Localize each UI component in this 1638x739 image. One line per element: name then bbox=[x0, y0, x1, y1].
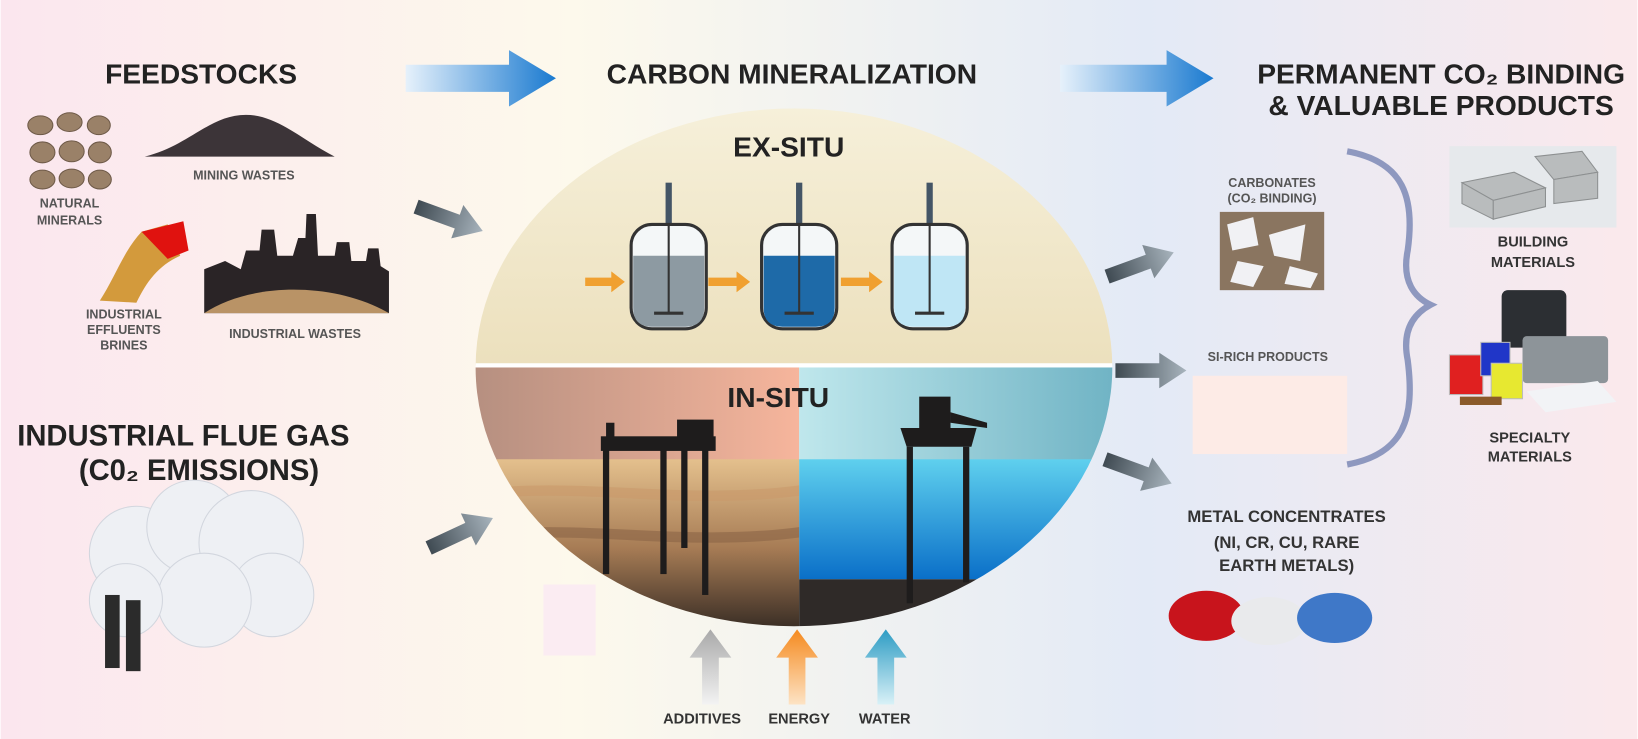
si-rich-sample bbox=[1193, 376, 1347, 454]
products-title: PERMANENT CO₂ BINDING bbox=[1257, 58, 1625, 90]
label: SPECIALTY bbox=[1489, 431, 1570, 447]
input-label: ENERGY bbox=[768, 711, 830, 727]
shape bbox=[30, 170, 55, 189]
label: INDUSTRIAL bbox=[86, 307, 162, 321]
flue-gas-title: INDUSTRIAL FLUE GAS bbox=[17, 421, 349, 453]
label: METAL CONCENTRATES bbox=[1187, 507, 1385, 526]
shape bbox=[601, 436, 716, 451]
label: (CO₂ BINDING) bbox=[1228, 191, 1317, 205]
in-situ-title: IN-SITU bbox=[727, 381, 829, 413]
shape bbox=[57, 113, 82, 132]
shape bbox=[702, 449, 708, 595]
shape bbox=[1460, 397, 1502, 405]
products-title: & VALUABLE PRODUCTS bbox=[1268, 89, 1613, 121]
page: FEEDSTOCKS CARBON MINERALIZATION PERMANE… bbox=[0, 0, 1638, 739]
input-label: ADDITIVES bbox=[663, 711, 741, 727]
label: MATERIALS bbox=[1488, 449, 1572, 465]
input-label: WATER bbox=[859, 711, 911, 727]
shape bbox=[1523, 336, 1609, 383]
label: MINERALS bbox=[37, 213, 102, 227]
label: BRINES bbox=[100, 339, 147, 353]
label: INDUSTRIAL WASTES bbox=[229, 327, 361, 341]
shape bbox=[28, 116, 53, 135]
ex-situ-title: EX-SITU bbox=[733, 131, 844, 163]
shape bbox=[660, 449, 666, 574]
shape bbox=[677, 420, 714, 439]
shape bbox=[603, 449, 609, 574]
label: MINING WASTES bbox=[193, 169, 295, 183]
shape bbox=[666, 183, 672, 225]
shape bbox=[157, 553, 251, 647]
shape bbox=[681, 449, 687, 548]
shape bbox=[907, 447, 913, 604]
rocks bbox=[28, 113, 112, 189]
shape bbox=[927, 183, 933, 225]
shape bbox=[470, 363, 1117, 367]
shape bbox=[88, 142, 111, 163]
shape bbox=[799, 367, 1117, 461]
chimney bbox=[126, 600, 141, 671]
shape bbox=[87, 116, 110, 135]
metal-pile bbox=[1231, 597, 1306, 645]
shape bbox=[796, 183, 802, 225]
shape bbox=[1449, 355, 1482, 395]
label: MATERIALS bbox=[1491, 255, 1575, 271]
diagram: FEEDSTOCKS CARBON MINERALIZATION PERMANE… bbox=[0, 0, 1638, 739]
shape bbox=[59, 141, 84, 162]
feedstocks-title: FEEDSTOCKS bbox=[105, 58, 297, 90]
label: EARTH METALS) bbox=[1219, 556, 1354, 575]
shape bbox=[1491, 363, 1522, 398]
label: SI-RICH PRODUCTS bbox=[1208, 350, 1328, 364]
placeholder bbox=[543, 585, 595, 656]
shape bbox=[59, 169, 84, 188]
label: CARBONATES bbox=[1228, 176, 1315, 190]
shape bbox=[963, 447, 969, 583]
shape bbox=[606, 423, 614, 438]
shape bbox=[88, 170, 111, 189]
label: (NI, CR, CU, RARE bbox=[1214, 533, 1360, 552]
label: EFFLUENTS bbox=[87, 323, 161, 337]
chimney bbox=[105, 595, 120, 668]
shape bbox=[30, 142, 55, 163]
metal-pile bbox=[1297, 593, 1372, 643]
shape bbox=[900, 428, 976, 447]
process-title: CARBON MINERALIZATION bbox=[607, 58, 977, 90]
label: NATURAL bbox=[40, 197, 100, 211]
shape bbox=[919, 397, 950, 430]
label: BUILDING bbox=[1498, 234, 1569, 250]
